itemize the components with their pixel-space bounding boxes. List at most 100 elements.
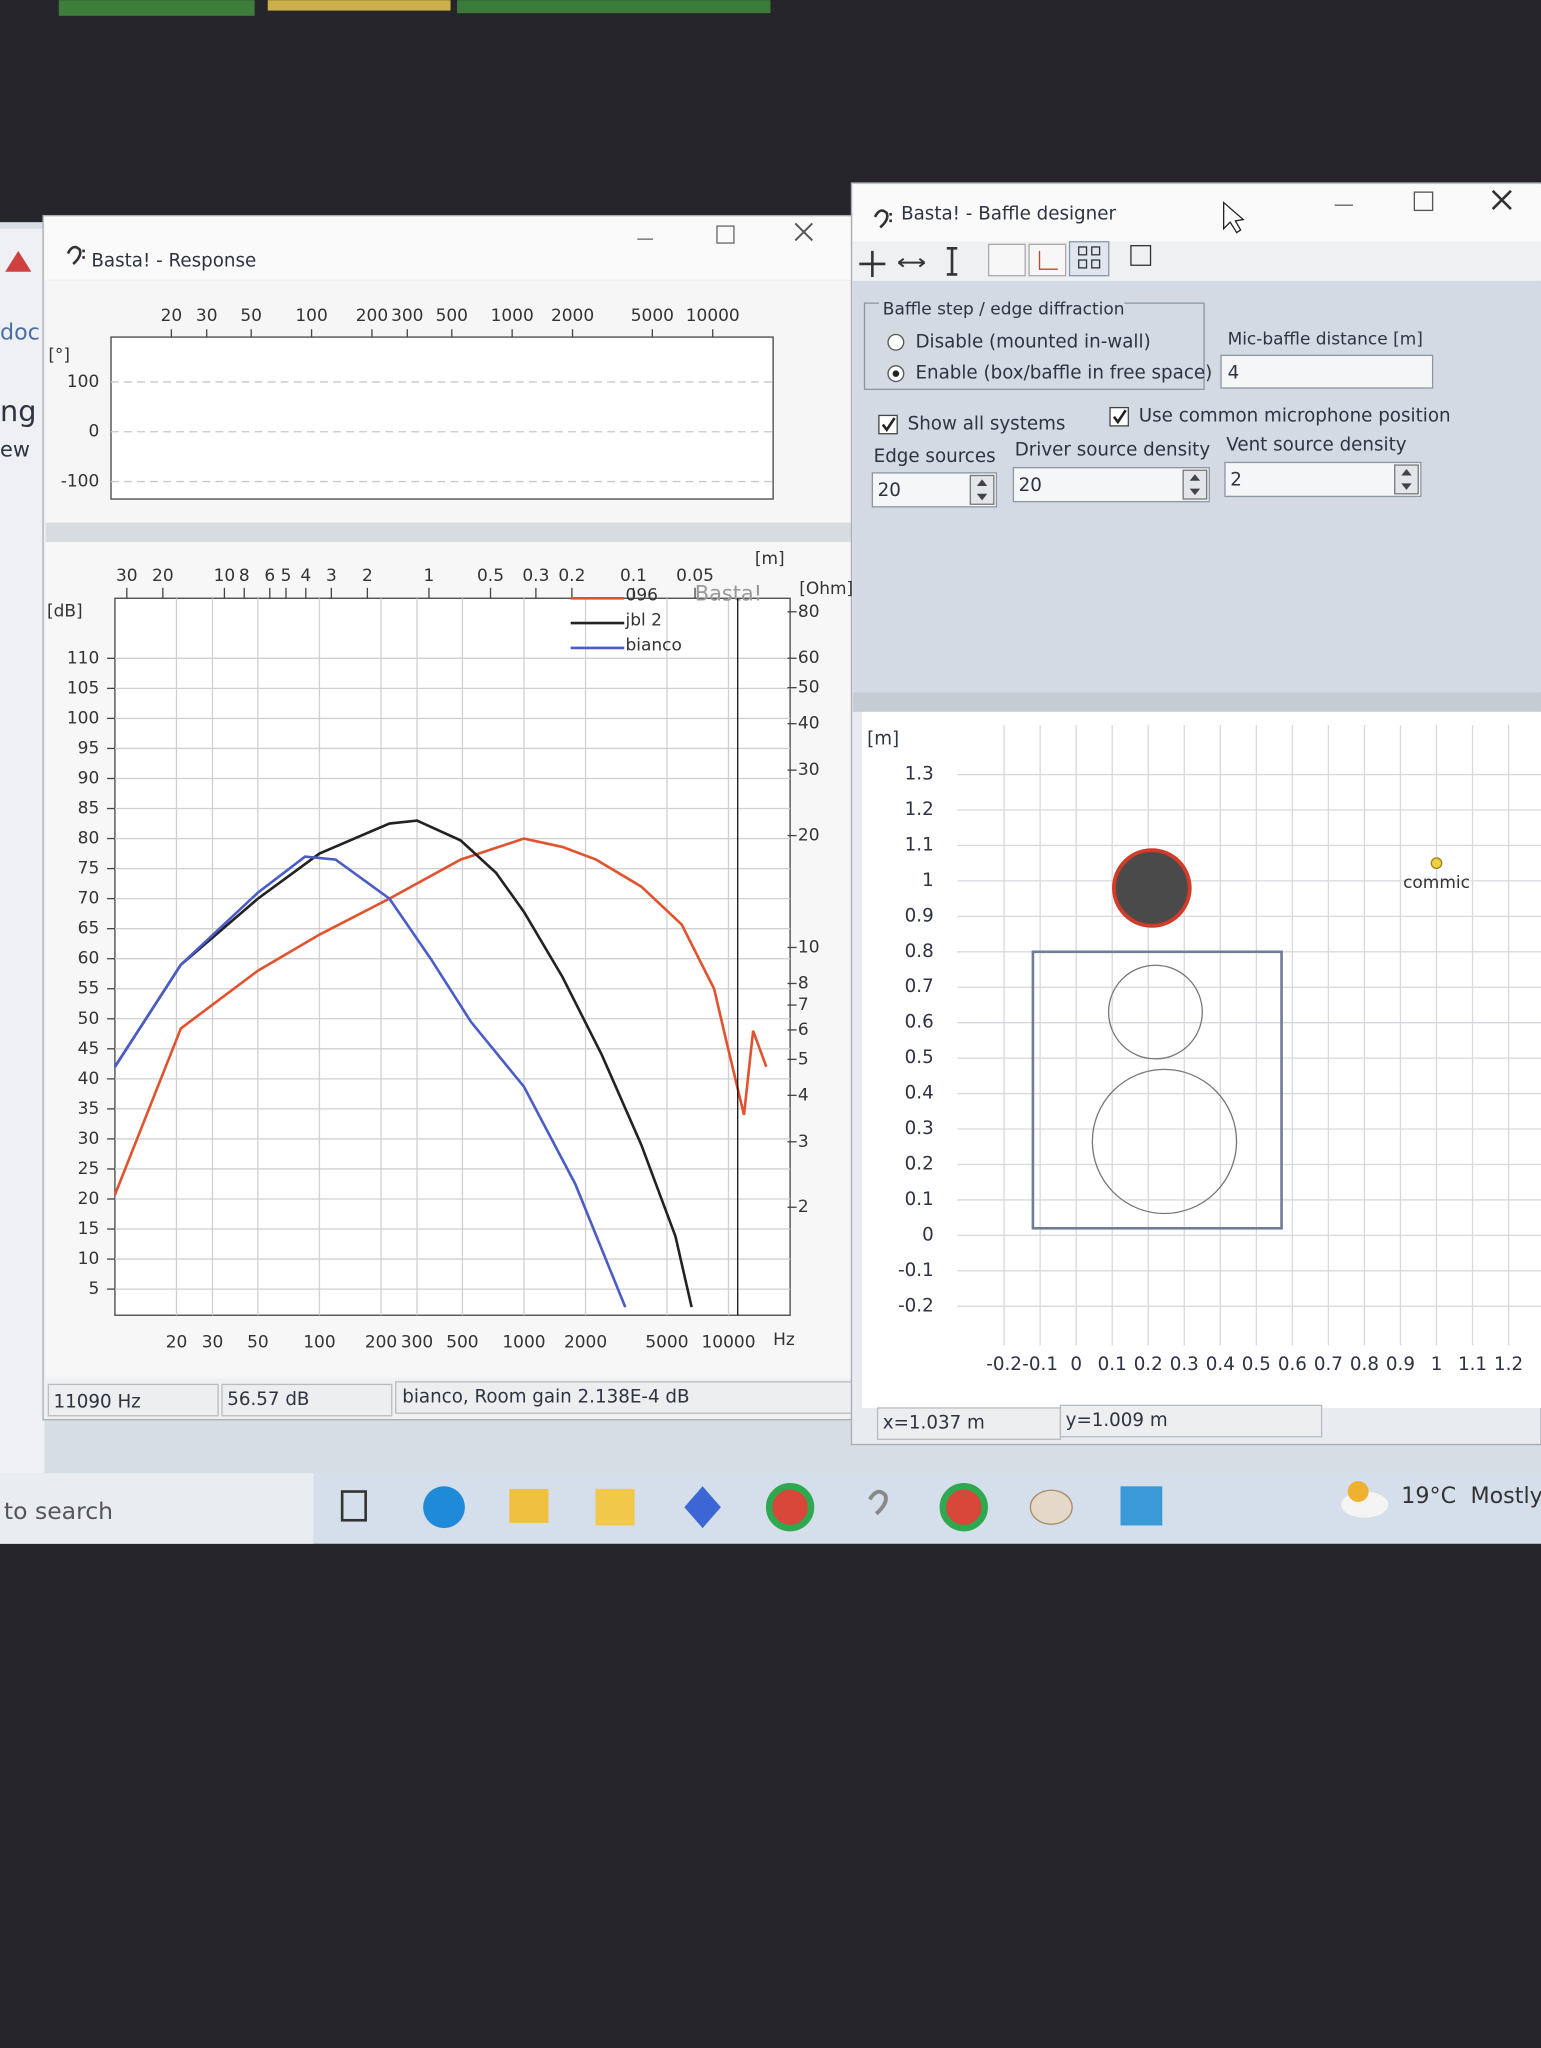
status-cell bbox=[876, 1407, 1062, 1440]
tool-button[interactable] bbox=[1130, 245, 1152, 266]
y2-tick-label: 30 bbox=[798, 760, 820, 780]
x-tick-label: 50 bbox=[240, 306, 262, 326]
y2-tick-label: 7 bbox=[798, 995, 809, 1015]
check-mark bbox=[881, 417, 896, 433]
photos-icon[interactable] bbox=[1120, 1486, 1163, 1526]
group-title: Baffle step / edge diffraction bbox=[883, 300, 1125, 320]
x2-axis-label: [m] bbox=[755, 549, 785, 569]
status-cell bbox=[1059, 1404, 1323, 1438]
y-tick-label: 1.2 bbox=[905, 799, 934, 820]
x-tick-label: 30 bbox=[202, 1333, 224, 1353]
radio-label: Disable (mounted in-wall) bbox=[915, 331, 1150, 352]
chrome-icon[interactable] bbox=[939, 1483, 988, 1532]
x2-tick-label: 10 bbox=[214, 566, 236, 586]
x2-tick-label: 2 bbox=[362, 566, 373, 586]
maximize-button[interactable] bbox=[716, 225, 735, 244]
y-tick-label: 55 bbox=[78, 979, 100, 999]
top-strip bbox=[58, 0, 255, 16]
tool-move[interactable] bbox=[859, 250, 886, 278]
store-icon[interactable] bbox=[595, 1488, 635, 1526]
y-tick-label: 0.3 bbox=[905, 1118, 934, 1139]
taskbar: to search 19°C Mostly bbox=[0, 1473, 1541, 1544]
spin-arrows bbox=[1189, 474, 1201, 496]
mic-distance-input[interactable] bbox=[1220, 354, 1434, 389]
title-bar bbox=[852, 184, 1541, 242]
spin-buttons[interactable] bbox=[969, 474, 995, 505]
side-text: ew bbox=[0, 438, 30, 462]
edge-icon[interactable] bbox=[423, 1486, 465, 1529]
status-cell bbox=[221, 1383, 393, 1417]
baffle-outline[interactable] bbox=[1031, 950, 1283, 1230]
y2-tick-label: 3 bbox=[798, 1132, 809, 1152]
tool-icon bbox=[1078, 259, 1088, 269]
tool-button[interactable] bbox=[1068, 241, 1110, 277]
task-view-icon[interactable] bbox=[340, 1490, 367, 1522]
x-tick-label: 1000 bbox=[502, 1333, 545, 1353]
y2-tick-label: 60 bbox=[798, 648, 820, 668]
x-tick-label: 1000 bbox=[491, 306, 534, 326]
response-window: Basta! - Response 56.57 dB bianco, Room … bbox=[42, 214, 870, 1421]
y-tick-label: 45 bbox=[78, 1039, 100, 1059]
y-tick-label: 20 bbox=[78, 1189, 100, 1209]
microphone-label: commic bbox=[1403, 873, 1470, 893]
x2-tick-label: 0.3 bbox=[522, 566, 549, 586]
checkbox-label: Show all systems bbox=[908, 414, 1066, 435]
y-tick-label: 15 bbox=[78, 1219, 100, 1239]
driver[interactable] bbox=[1091, 1068, 1238, 1215]
app-icon bbox=[873, 209, 892, 229]
status-frequency: 11090 Hz bbox=[54, 1392, 141, 1413]
weather-icon bbox=[1347, 1481, 1369, 1502]
explorer-icon[interactable] bbox=[509, 1488, 549, 1523]
x2-tick-label: 5 bbox=[281, 566, 292, 586]
maximize-button[interactable] bbox=[1413, 191, 1434, 212]
driver[interactable] bbox=[1107, 964, 1203, 1060]
baffle-plot-panel bbox=[861, 711, 1541, 1408]
close-button[interactable] bbox=[794, 222, 813, 242]
search-box[interactable] bbox=[0, 1473, 314, 1544]
side-text: doc bbox=[0, 320, 40, 346]
spin-arrows bbox=[976, 479, 988, 501]
y-tick-label: 85 bbox=[78, 799, 100, 819]
tool-button[interactable] bbox=[987, 243, 1026, 277]
y2-tick-label: 4 bbox=[798, 1085, 809, 1105]
spin-input[interactable] bbox=[1224, 461, 1422, 498]
x-tick-label: 1 bbox=[1431, 1354, 1443, 1375]
x-tick-label: 10000 bbox=[686, 306, 740, 326]
y2-tick-label: 80 bbox=[798, 602, 820, 622]
y-tick-label: 0.7 bbox=[905, 976, 934, 997]
temperature: 19°C bbox=[1401, 1483, 1456, 1509]
x2-tick-label: 8 bbox=[239, 566, 250, 586]
x-tick-label: 0.9 bbox=[1386, 1354, 1415, 1375]
y-tick-label: -0.1 bbox=[898, 1260, 934, 1281]
mic-distance-value: 4 bbox=[1228, 363, 1240, 384]
radio-dot bbox=[892, 370, 900, 377]
microphone[interactable] bbox=[1430, 857, 1443, 870]
basta-icon[interactable] bbox=[868, 1489, 888, 1516]
spin-buttons[interactable] bbox=[1394, 464, 1419, 495]
chrome-icon[interactable] bbox=[765, 1483, 815, 1532]
app-icon[interactable] bbox=[684, 1486, 721, 1529]
window-title: Basta! - Baffle designer bbox=[901, 203, 1116, 224]
x2-tick-label: 0.05 bbox=[676, 566, 714, 586]
tool-width[interactable] bbox=[897, 257, 926, 268]
x-tick-label: 0.3 bbox=[1170, 1354, 1199, 1375]
selected-driver[interactable] bbox=[1112, 848, 1192, 928]
tool-button[interactable] bbox=[1028, 243, 1067, 277]
spin-buttons[interactable] bbox=[1182, 469, 1208, 500]
spin-input[interactable] bbox=[1012, 467, 1210, 503]
tool-height[interactable] bbox=[946, 246, 958, 276]
top-strip bbox=[457, 0, 771, 14]
paint-icon[interactable] bbox=[1029, 1489, 1073, 1525]
x-tick-label: 0.1 bbox=[1098, 1354, 1127, 1375]
y2-tick-label: 10 bbox=[798, 937, 820, 957]
y-tick-label: 60 bbox=[78, 949, 100, 969]
y2-tick-label: 20 bbox=[798, 826, 820, 846]
x-tick-label: 5000 bbox=[631, 306, 674, 326]
splitter bbox=[852, 692, 1541, 712]
close-button[interactable] bbox=[1491, 189, 1512, 211]
y-tick-label: 90 bbox=[78, 768, 100, 788]
field-label: Edge sources bbox=[874, 446, 996, 467]
radio-button[interactable] bbox=[887, 333, 905, 351]
legend-label: 096 bbox=[626, 586, 658, 606]
